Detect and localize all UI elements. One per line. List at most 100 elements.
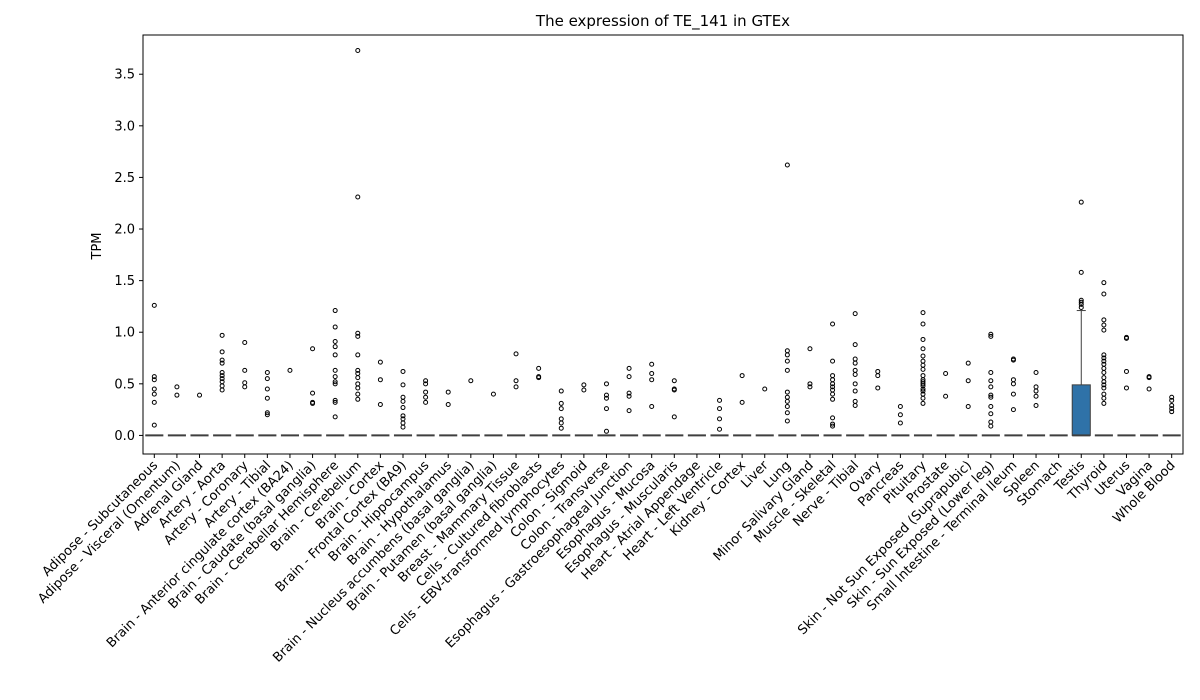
outlier-point	[513, 384, 519, 390]
outlier-point	[739, 399, 745, 405]
outlier-point	[671, 387, 677, 393]
box-group	[1004, 356, 1023, 437]
outlier-point	[1169, 394, 1175, 400]
outlier-point	[830, 391, 836, 397]
box-group	[823, 321, 842, 437]
outlier-point	[445, 389, 451, 395]
outlier-point	[1101, 391, 1107, 397]
y-tick-label: 2.5	[114, 171, 135, 186]
y-tick-label: 1.0	[114, 326, 135, 341]
outlier-point	[649, 404, 655, 410]
outlier-point	[242, 380, 248, 386]
outlier-point	[649, 377, 655, 383]
outlier-point	[784, 348, 790, 354]
outlier-point	[1123, 368, 1129, 374]
outlier-point	[784, 389, 790, 395]
outlier-point	[1101, 365, 1107, 371]
outlier-point	[784, 418, 790, 424]
y-tick-label: 3.5	[114, 68, 135, 83]
outlier-point	[310, 390, 316, 396]
outlier-point	[988, 333, 994, 339]
outlier-point	[151, 302, 157, 308]
outlier-point	[920, 353, 926, 359]
box-group	[597, 381, 616, 437]
outlier-point	[830, 381, 836, 387]
outlier-point	[558, 416, 564, 422]
outlier-point	[1010, 377, 1016, 383]
box-group	[574, 382, 593, 437]
outlier-point	[400, 413, 406, 419]
outlier-point	[920, 310, 926, 316]
box-group	[755, 386, 774, 437]
outlier-point	[943, 371, 949, 377]
outlier-point	[264, 395, 270, 401]
outlier-point	[784, 394, 790, 400]
outlier-point	[784, 404, 790, 410]
outlier-point	[174, 392, 180, 398]
outlier-point	[400, 368, 406, 374]
outlier-point	[219, 387, 225, 393]
outlier-point	[536, 375, 542, 381]
outlier-point	[332, 374, 338, 380]
outlier-point	[1169, 402, 1175, 408]
outlier-point	[287, 367, 293, 373]
outlier-point	[558, 388, 564, 394]
outlier-point	[920, 400, 926, 406]
outlier-point	[717, 416, 723, 422]
outlier-point	[649, 361, 655, 367]
outlier-point	[1101, 369, 1107, 375]
outlier-point	[988, 384, 994, 390]
outlier-point	[1033, 393, 1039, 399]
axes-frame	[142, 34, 1184, 455]
outlier-point	[355, 352, 361, 358]
box-group	[778, 162, 797, 437]
y-tick-label: 0.5	[114, 377, 135, 392]
outlier-point	[1010, 391, 1016, 397]
outlier-point	[1101, 375, 1107, 381]
box-group	[484, 391, 503, 437]
outlier-point	[626, 408, 632, 414]
outlier-point	[219, 360, 225, 366]
outlier-point	[875, 368, 881, 374]
outlier-point	[920, 366, 926, 372]
outlier-point	[784, 358, 790, 364]
outlier-point	[830, 321, 836, 327]
outlier-point	[242, 340, 248, 346]
outlier-point	[1146, 375, 1152, 381]
box-group	[913, 310, 933, 437]
box-group	[710, 397, 729, 437]
box-group	[348, 47, 367, 437]
outlier-point	[762, 386, 768, 392]
outlier-point	[830, 423, 836, 429]
outlier-point	[264, 410, 270, 416]
outlier-point	[626, 393, 632, 399]
outlier-point	[490, 391, 496, 397]
box-group	[642, 361, 661, 437]
outlier-point	[988, 331, 994, 337]
outlier-point	[988, 419, 994, 425]
outlier-point	[400, 405, 406, 411]
outlier-point	[197, 392, 203, 398]
outlier-point	[988, 378, 994, 384]
box-group	[936, 371, 955, 437]
outlier-point	[807, 381, 813, 387]
outlier-point	[264, 369, 270, 375]
y-tick-label: 2.0	[114, 223, 135, 238]
outlier-point	[219, 376, 225, 382]
outlier-point	[310, 400, 316, 406]
outlier-point	[1078, 199, 1084, 205]
outlier-point	[355, 367, 361, 373]
outlier-point	[355, 330, 361, 336]
outlier-point	[875, 373, 881, 379]
y-axis-label: TPM	[90, 233, 105, 261]
outlier-point	[581, 387, 587, 393]
outlier-point	[332, 344, 338, 350]
outlier-point	[739, 373, 745, 379]
box-group	[620, 365, 639, 437]
outlier-point	[603, 395, 609, 401]
outlier-point	[264, 376, 270, 382]
box-group	[1117, 334, 1136, 437]
outlier-point	[897, 404, 903, 410]
outlier-point	[1078, 299, 1084, 305]
